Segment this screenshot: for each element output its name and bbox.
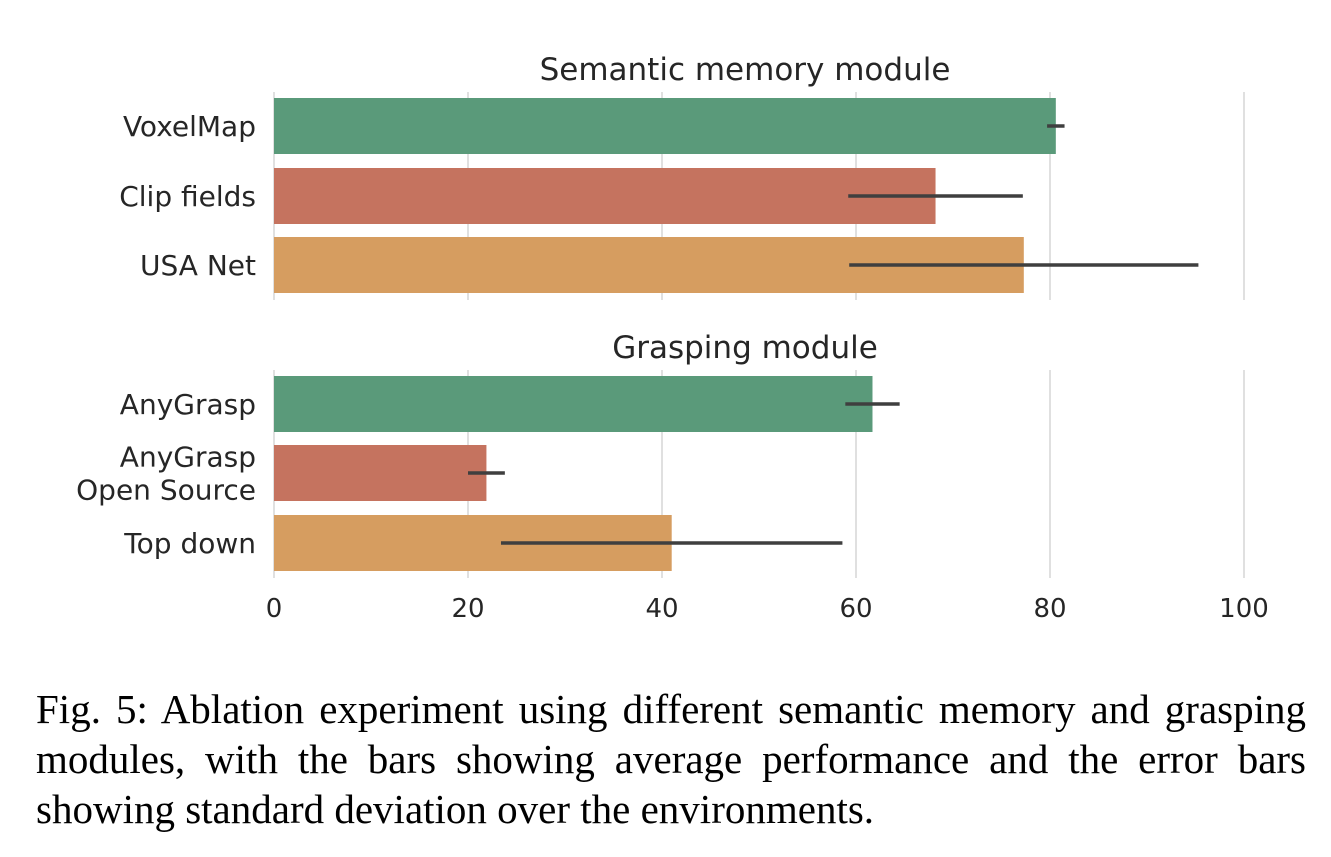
- category-label: Clip fields: [119, 180, 256, 213]
- x-tick-label: 40: [645, 594, 678, 624]
- category-label: Top down: [123, 527, 256, 560]
- category-label: AnyGrasp: [120, 388, 256, 421]
- category-label: USA Net: [140, 249, 256, 282]
- panel-title: Semantic memory module: [540, 52, 951, 88]
- x-tick-label: 0: [266, 594, 283, 624]
- bar: [274, 168, 936, 224]
- panel-title: Grasping module: [612, 330, 878, 366]
- x-tick-label: 100: [1219, 594, 1269, 624]
- ablation-figure: Semantic memory module VoxelMap Clip field…: [76, 52, 1269, 624]
- x-tick-label: 80: [1033, 594, 1066, 624]
- bar: [274, 98, 1056, 154]
- bar: [274, 445, 487, 501]
- x-tick-label: 20: [451, 594, 484, 624]
- bar: [274, 376, 873, 432]
- x-tick-label: 60: [839, 594, 872, 624]
- category-label: AnyGrasp Open Source: [76, 441, 256, 507]
- figure-caption: Fig. 5: Ablation experiment using differ…: [36, 686, 1306, 832]
- category-label: VoxelMap: [123, 110, 256, 143]
- ablation-bar-charts: Semantic memory module VoxelMap Clip field…: [76, 52, 1269, 624]
